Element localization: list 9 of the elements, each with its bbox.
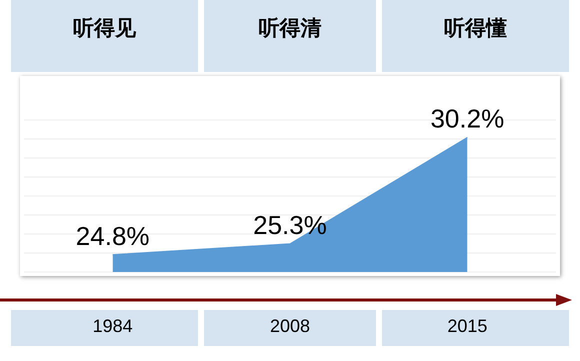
- text: 听得见: [11, 0, 198, 72]
- text: 听得清: [204, 0, 376, 72]
- x-tick-label: 2015: [447, 316, 488, 336]
- text: 听得懂: [382, 0, 569, 72]
- x-tick-label: 1984: [92, 316, 133, 336]
- data-label: 25.3%: [253, 210, 327, 240]
- x-tick-label: 2008: [270, 316, 310, 336]
- data-label: 30.2%: [430, 104, 504, 134]
- data-label: 24.8%: [76, 220, 150, 251]
